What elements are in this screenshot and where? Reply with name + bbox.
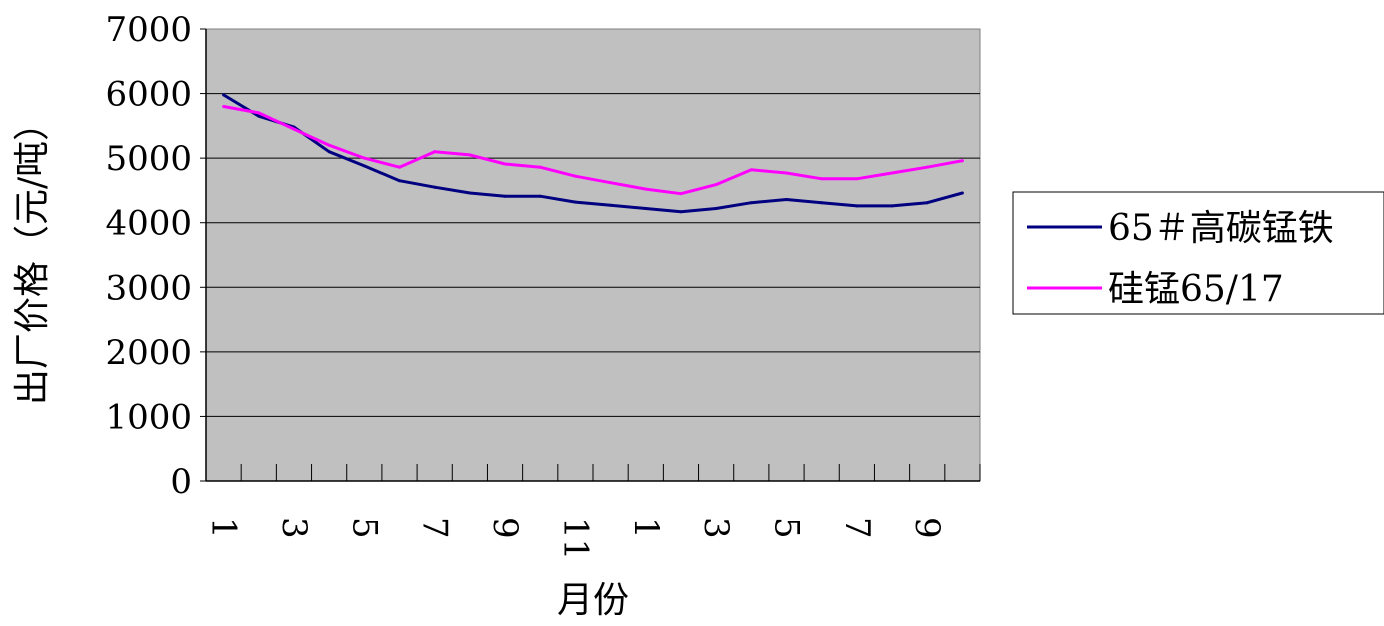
x-tick-label: 5: [767, 517, 807, 539]
data-point: [362, 164, 366, 168]
data-point: [820, 201, 824, 205]
series-line-1: [222, 93, 963, 214]
data-point: [398, 165, 401, 169]
x-tick-label: 1: [626, 517, 666, 539]
data-point: [925, 165, 929, 169]
data-point: [890, 171, 894, 175]
x-tick-label: 7: [415, 517, 455, 539]
data-point: [609, 181, 613, 185]
x-tick-label: 1: [204, 517, 244, 539]
data-point: [785, 197, 788, 201]
data-point: [960, 191, 964, 195]
data-point: [538, 165, 542, 169]
y-tick-label: 7000: [105, 10, 192, 50]
data-point: [644, 207, 648, 211]
data-point: [573, 200, 577, 204]
data-point: [503, 194, 507, 198]
data-point: [222, 104, 226, 108]
data-point: [609, 203, 613, 207]
x-tick-label: 7: [837, 517, 877, 539]
data-point: [890, 204, 894, 208]
data-point: [503, 162, 507, 166]
series-line-2: [223, 105, 963, 196]
series-lines: [222, 93, 964, 214]
data-point: [785, 171, 788, 175]
data-point: [468, 153, 472, 157]
x-tick-label: 9: [907, 517, 947, 539]
data-point: [327, 150, 331, 154]
x-tick-label: 5: [344, 517, 384, 539]
data-point: [960, 159, 964, 163]
data-point: [433, 150, 437, 154]
data-point: [573, 174, 577, 178]
plot-area: [205, 28, 981, 482]
x-tick-label: 9: [485, 517, 525, 539]
y-tick-label: 5000: [105, 139, 192, 179]
x-axis: 1 3 5 7 9 11 1 3 5 7 9: [204, 464, 981, 560]
x-axis-label: 月份: [557, 580, 629, 621]
y-axis: 0 1000 2000 3000 4000 5000 6000 7000: [105, 10, 207, 502]
data-point: [433, 185, 437, 189]
y-tick-label: 3000: [105, 268, 192, 308]
y-tick-label: 1000: [105, 397, 192, 437]
gridlines: [206, 93, 980, 417]
y-tick-label: 6000: [105, 75, 192, 115]
data-point: [855, 177, 859, 181]
data-point: [362, 156, 366, 160]
data-point: [749, 201, 753, 205]
data-point: [538, 194, 542, 198]
y-tick-label: 4000: [105, 204, 192, 244]
data-point: [327, 143, 331, 147]
data-point: [644, 187, 648, 191]
data-point: [855, 204, 859, 208]
data-point: [679, 192, 683, 196]
legend-label-2: 硅锰65/17: [1108, 269, 1284, 310]
data-point: [398, 179, 401, 183]
data-point: [820, 177, 824, 181]
data-point: [925, 201, 929, 205]
data-point: [257, 114, 261, 118]
data-point: [222, 93, 226, 97]
data-point: [679, 210, 683, 214]
y-tick-label: 2000: [105, 333, 192, 373]
x-tick-label: 3: [274, 517, 314, 539]
x-tick-label: 3: [696, 517, 736, 539]
data-point: [257, 111, 261, 115]
y-axis-label: 出厂价格（元/吨）: [12, 105, 53, 405]
legend-label-1: 65＃高碳锰铁: [1108, 208, 1334, 249]
legend-box: [1012, 191, 1384, 315]
data-point: [749, 168, 753, 172]
data-point: [468, 191, 472, 195]
data-point: [714, 207, 718, 211]
y-tick-label: 0: [170, 462, 192, 502]
data-point: [292, 127, 296, 131]
data-point: [714, 183, 718, 187]
x-tick-label: 11: [555, 517, 595, 560]
